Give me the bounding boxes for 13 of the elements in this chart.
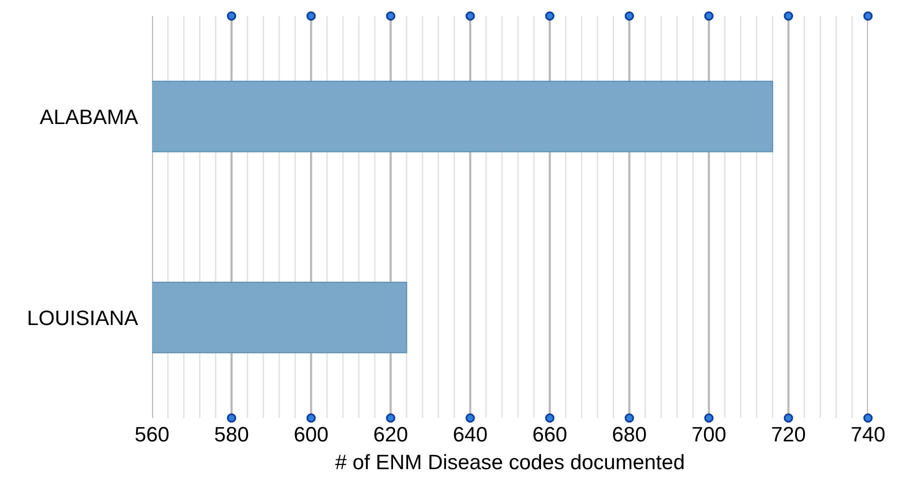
x-tick-label: 560 (135, 426, 169, 442)
x-tick-label: 720 (772, 426, 806, 442)
x-tick-label: 660 (533, 426, 566, 442)
x-axis-title: # of ENM Disease codes documented (335, 454, 684, 470)
x-tick-label: 580 (215, 426, 248, 442)
y-tick-label: LOUISIANA (28, 310, 138, 326)
x-tick-label: 600 (294, 426, 328, 442)
x-tick-label: 740 (852, 426, 885, 442)
y-tick-label: ALABAMA (40, 110, 138, 124)
x-tick-label: 680 (613, 426, 646, 442)
x-tick-label: 640 (454, 426, 487, 442)
x-tick-label: 700 (692, 426, 726, 442)
x-tick-label: 620 (374, 426, 408, 442)
